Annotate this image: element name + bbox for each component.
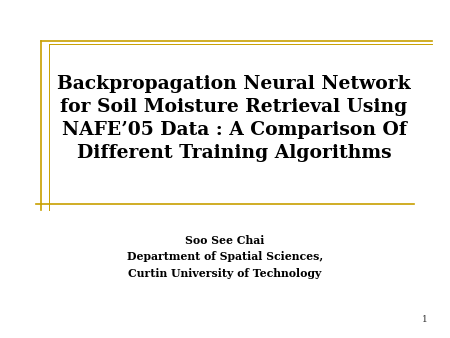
Text: Soo See Chai
Department of Spatial Sciences,
Curtin University of Technology: Soo See Chai Department of Spatial Scien… [127, 235, 323, 279]
Text: 1: 1 [422, 315, 428, 324]
Text: Backpropagation Neural Network
for Soil Moisture Retrieval Using
NAFE’05 Data : : Backpropagation Neural Network for Soil … [57, 75, 411, 162]
